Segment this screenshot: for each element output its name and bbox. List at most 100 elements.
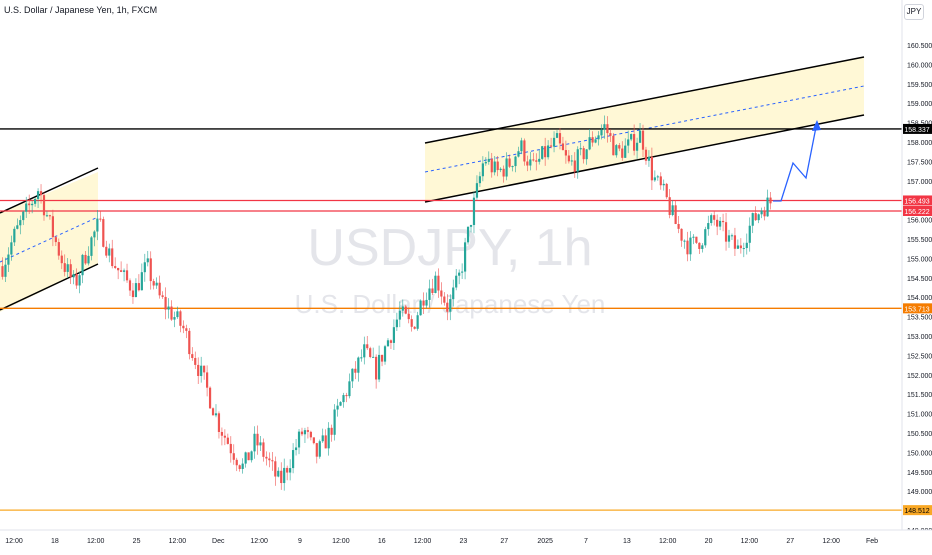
y-tick-label: 150.000 xyxy=(907,450,932,457)
candle-body xyxy=(7,254,10,265)
candle-body xyxy=(223,435,226,438)
candle-body xyxy=(757,214,760,221)
candle-body xyxy=(57,242,60,256)
y-tick-label: 154.000 xyxy=(907,295,932,302)
candle-body xyxy=(594,139,597,143)
candle-body xyxy=(342,395,345,403)
candle-body xyxy=(621,148,624,158)
candle-body xyxy=(517,151,520,157)
candle-body xyxy=(526,161,529,166)
candle-body xyxy=(339,402,342,406)
candle-body xyxy=(197,364,200,376)
candle-body xyxy=(63,263,66,272)
candle-body xyxy=(549,145,553,147)
candle-body xyxy=(659,176,662,186)
candle-body xyxy=(674,205,677,224)
candle-body xyxy=(766,197,769,217)
candle-body xyxy=(413,326,416,329)
candle-body xyxy=(351,368,354,382)
candle-body xyxy=(455,275,458,288)
x-tick-label: 12:00 xyxy=(5,538,23,545)
time-axis[interactable] xyxy=(0,530,932,550)
candle-body xyxy=(363,344,366,358)
y-tick-label: 157.000 xyxy=(907,179,932,186)
candle-body xyxy=(458,272,461,276)
price-axis[interactable] xyxy=(902,0,932,530)
candle-body xyxy=(265,456,268,459)
candle-body xyxy=(704,229,707,246)
candle-body xyxy=(244,452,247,464)
candle-body xyxy=(4,264,7,277)
projection-path[interactable] xyxy=(773,121,818,202)
candle-body xyxy=(241,463,244,469)
candle-body xyxy=(10,242,13,255)
candle-body xyxy=(535,160,538,162)
candle-body xyxy=(585,149,588,160)
candle-body xyxy=(179,311,182,326)
candle-body xyxy=(271,460,274,462)
candle-body xyxy=(701,245,704,249)
candle-body xyxy=(366,344,369,349)
candle-body xyxy=(523,140,526,162)
candle-body xyxy=(748,225,751,243)
candle-body xyxy=(137,283,140,291)
candle-body xyxy=(28,203,31,206)
candle-body xyxy=(538,158,541,162)
candle-body xyxy=(532,159,535,161)
candle-body xyxy=(229,443,232,454)
currency-unit-badge[interactable]: JPY xyxy=(904,4,924,20)
candle-body xyxy=(155,282,158,286)
candle-body xyxy=(481,163,484,177)
candle-body xyxy=(404,306,407,314)
candle-body xyxy=(641,130,645,150)
candle-body xyxy=(203,365,206,373)
candle-body xyxy=(357,357,360,373)
candle-body xyxy=(475,183,479,198)
candle-body xyxy=(250,451,253,461)
candle-body xyxy=(152,281,155,286)
x-tick-label: 25 xyxy=(133,538,141,545)
candle-body xyxy=(286,467,289,473)
candle-body xyxy=(716,219,719,227)
candle-body xyxy=(42,195,46,216)
x-tick-label: 27 xyxy=(786,538,794,545)
candle-body xyxy=(51,216,54,238)
candle-body xyxy=(591,137,594,143)
candle-body xyxy=(125,270,129,281)
x-tick-label: 12:00 xyxy=(250,538,268,545)
candle-body xyxy=(431,288,434,293)
y-tick-label: 151.500 xyxy=(907,392,932,399)
candle-body xyxy=(739,245,742,249)
candle-body xyxy=(140,272,143,291)
candle-body xyxy=(472,197,476,226)
candle-body xyxy=(262,442,265,457)
candle-body xyxy=(128,280,132,291)
level-label-bg-3 xyxy=(903,303,932,314)
candle-body xyxy=(570,160,573,162)
candle-body xyxy=(511,166,514,168)
candle-body xyxy=(653,177,656,181)
candle-body xyxy=(446,302,449,312)
candle-body xyxy=(167,306,170,310)
x-tick-label: 7 xyxy=(584,538,588,545)
candle-body xyxy=(502,168,505,177)
candle-body xyxy=(283,467,286,484)
candle-body xyxy=(567,155,570,162)
candle-body xyxy=(466,226,470,243)
candle-body xyxy=(119,270,123,272)
left-channel-top-line[interactable] xyxy=(0,167,99,214)
candle-body xyxy=(13,228,16,243)
candle-body xyxy=(727,235,731,242)
candle-body xyxy=(111,248,114,267)
candle-body xyxy=(508,158,511,167)
x-tick-label: 12:00 xyxy=(332,538,350,545)
candle-body xyxy=(102,219,105,247)
candle-body xyxy=(395,319,398,328)
level-label-3: 153.713 xyxy=(904,306,929,313)
level-label-bg-2 xyxy=(903,205,932,216)
candle-body xyxy=(232,453,235,460)
y-tick-label: 155.000 xyxy=(907,256,932,263)
candle-body xyxy=(321,435,324,442)
